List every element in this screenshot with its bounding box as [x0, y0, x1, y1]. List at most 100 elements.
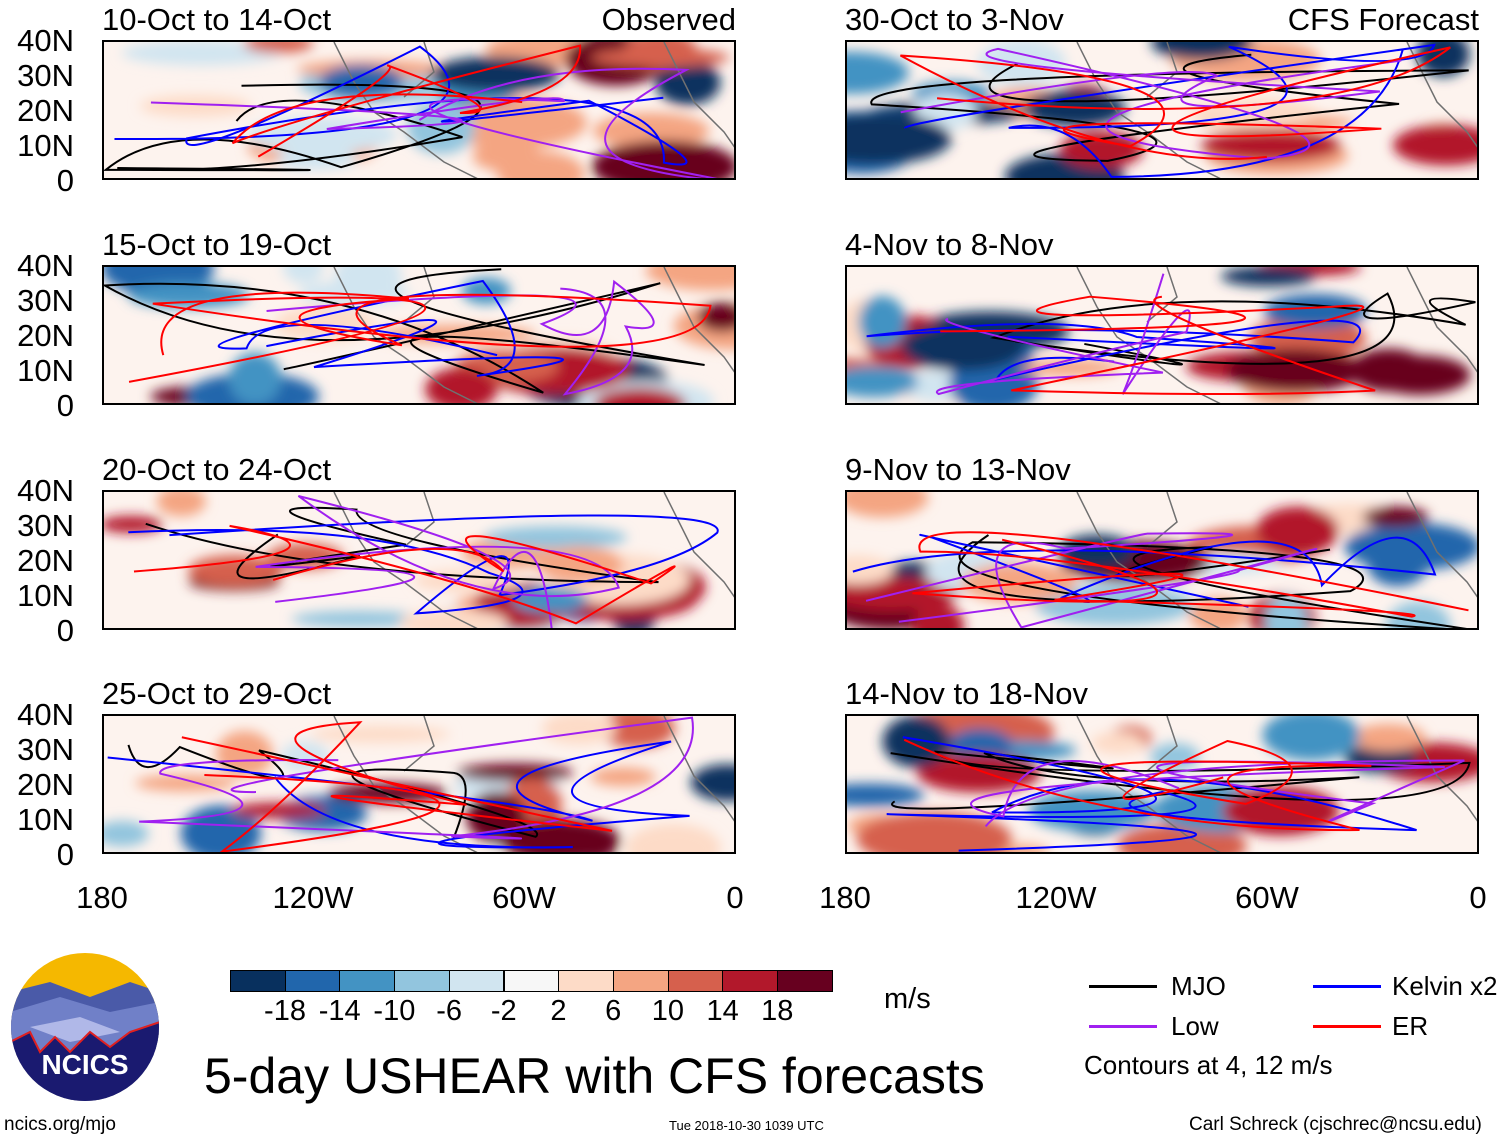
- colorbar-swatch: [284, 970, 341, 992]
- er-contour: [940, 295, 1376, 396]
- shear-anomaly-blob: [697, 302, 734, 332]
- er-contour: [899, 46, 1451, 160]
- y-tick-label: 40N: [17, 23, 74, 58]
- shear-anomaly-blob: [690, 764, 734, 802]
- y-tick-label: 20N: [17, 767, 74, 802]
- mjo-contour: [870, 53, 1469, 162]
- colorbar-tick-label: 6: [605, 995, 622, 1027]
- colorbar-swatch: [558, 970, 614, 992]
- map-panel: [102, 265, 736, 405]
- footer-timestamp: Tue 2018-10-30 1039 UTC: [669, 1118, 824, 1133]
- shear-anomaly-blob: [847, 492, 929, 518]
- shear-anomaly-blob: [1091, 731, 1145, 755]
- shear-anomaly-blob: [1350, 723, 1426, 752]
- colorbar-tick-label: -10: [373, 995, 416, 1027]
- colorbar-tick-label: 14: [706, 995, 739, 1027]
- colorbar-swatch: [722, 970, 778, 992]
- colorbar-swatch: [503, 970, 560, 992]
- colorbar-tick-label: -6: [436, 995, 462, 1027]
- shear-anomaly-blob: [310, 725, 451, 743]
- colorbar-tick-label: 2: [550, 995, 567, 1027]
- shear-anomaly-blob: [228, 352, 282, 403]
- low-contour: [900, 47, 1402, 160]
- y-tick-label: 10N: [17, 578, 74, 613]
- ncics-logo: NCICS: [10, 952, 160, 1102]
- legend-kelvin: Kelvin x2: [1392, 971, 1498, 1001]
- y-tick-label: 10N: [17, 802, 74, 837]
- shear-anomaly-blob: [156, 492, 207, 517]
- figure-title: 5-day USHEAR with CFS forecasts: [204, 1048, 985, 1104]
- shear-anomaly-blob: [243, 42, 314, 53]
- shear-anomaly-blob: [1392, 124, 1477, 166]
- map-panel: [845, 265, 1479, 405]
- er-contour: [903, 738, 1372, 832]
- legend-mjo-line: [1089, 985, 1157, 988]
- low-contour: [150, 67, 718, 178]
- shear-anomaly-blob: [139, 95, 252, 117]
- shear-anomaly-blob: [541, 716, 617, 745]
- colorbar-tick-label: -18: [264, 995, 306, 1027]
- x-tick-label: 120W: [1015, 880, 1097, 915]
- low-contour: [255, 495, 620, 628]
- y-tick-label: 30N: [17, 732, 74, 767]
- kelvin-contour: [904, 43, 1436, 178]
- colorbar-swatch: [777, 970, 833, 992]
- shear-anomaly-blob: [282, 267, 324, 284]
- kelvin-contour: [886, 736, 1417, 852]
- map-panel: [845, 40, 1479, 180]
- shear-anomaly-blob: [461, 277, 511, 305]
- colorbar-tick-label: 10: [651, 995, 685, 1027]
- shear-anomaly-blob: [847, 555, 894, 585]
- shear-anomaly-blob: [1226, 348, 1365, 393]
- shear-anomaly-blob: [593, 112, 710, 150]
- shear-anomaly-blob: [399, 609, 508, 628]
- shear-anomaly-blob: [319, 65, 404, 99]
- shear-anomaly-blob: [1151, 42, 1253, 61]
- panel-title: 15-Oct to 19-Oct: [102, 227, 332, 262]
- shear-anomaly-blob: [457, 763, 573, 782]
- er-contour: [912, 531, 1469, 618]
- colorbar-tick-label: 18: [761, 995, 794, 1027]
- x-tick-label: 0: [1469, 880, 1487, 915]
- shear-anomaly-blob: [1368, 355, 1471, 395]
- low-contour: [970, 759, 1465, 827]
- contour-note: Contours at 4, 12 m/s: [1084, 1050, 1333, 1080]
- shear-anomaly-blob: [187, 555, 284, 587]
- shear-anomaly-blob: [104, 515, 163, 533]
- y-tick-label: 10N: [17, 353, 74, 388]
- shear-anomaly-blob: [858, 296, 906, 348]
- shear-anomaly-blob: [645, 267, 702, 282]
- er-contour: [133, 524, 676, 625]
- shear-anomaly-blob: [128, 282, 250, 309]
- mjo-contour: [104, 268, 705, 394]
- shear-anomaly-blob: [625, 823, 721, 852]
- footer-url[interactable]: ncics.org/mjo: [4, 1114, 116, 1135]
- map-panel: [102, 40, 736, 180]
- x-tick-label: 120W: [272, 880, 354, 915]
- colorbar-swatch: [612, 970, 669, 992]
- y-tick-label: 0: [56, 837, 74, 872]
- map-panel: [102, 714, 736, 854]
- shear-anomaly-blob: [104, 820, 149, 847]
- legend-low: Low: [1171, 1011, 1219, 1041]
- panel-title: 25-Oct to 29-Oct: [102, 676, 332, 711]
- shear-anomaly-blob: [593, 387, 686, 403]
- shear-anomaly-blob: [847, 113, 952, 165]
- x-tick-label: 180: [819, 880, 871, 915]
- shear-anomaly-blob: [291, 610, 427, 628]
- y-tick-label: 0: [56, 613, 74, 648]
- legend-low-line: [1089, 1025, 1157, 1028]
- panel-title: 10-Oct to 14-Oct: [102, 2, 332, 37]
- shear-anomaly-blob: [847, 51, 909, 94]
- y-tick-label: 40N: [17, 697, 74, 732]
- shear-anomaly-blob: [1220, 267, 1316, 287]
- shear-anomaly-blob: [847, 783, 925, 807]
- shear-anomaly-blob: [230, 802, 327, 819]
- y-tick-label: 30N: [17, 283, 74, 318]
- y-tick-label: 30N: [17, 58, 74, 93]
- shear-anomaly-blob: [121, 42, 282, 66]
- shear-anomaly-blob: [135, 774, 237, 792]
- colorbar-swatch: [394, 970, 450, 992]
- panel-title: 14-Nov to 18-Nov: [845, 676, 1088, 711]
